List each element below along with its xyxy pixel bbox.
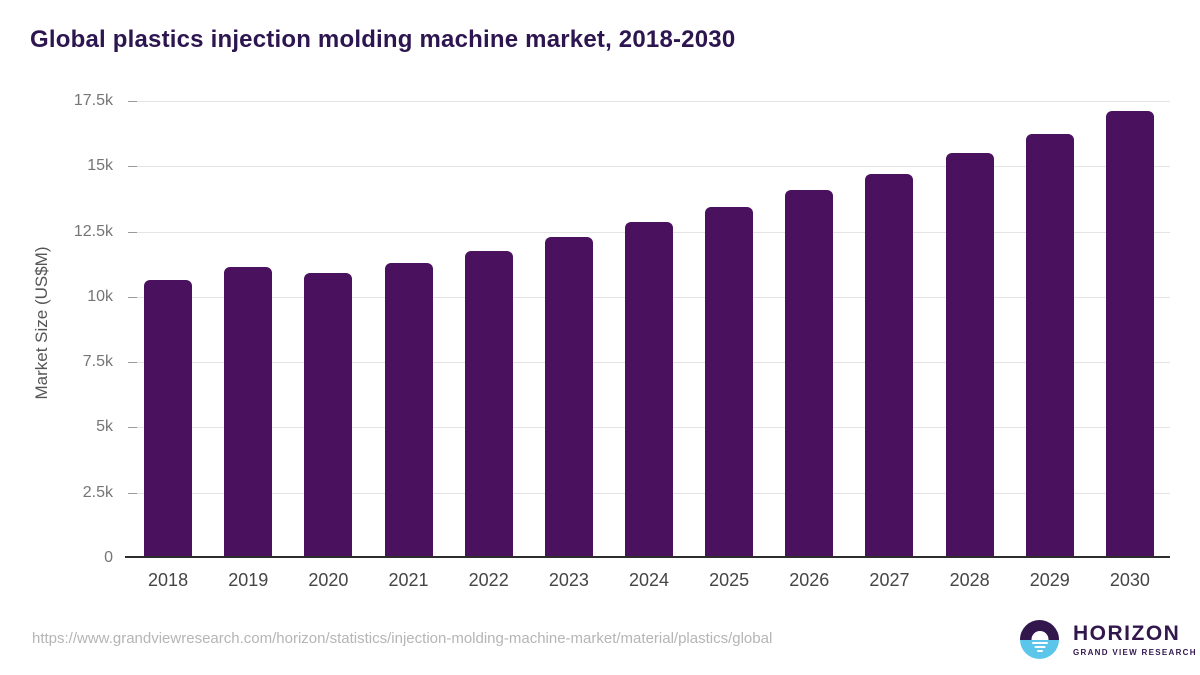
y-axis-tick-labels: 0 2.5k 5k 7.5k 10k 12.5k 15k 17.5k: [0, 0, 113, 600]
logo-title: HORIZON: [1073, 621, 1181, 645]
horizon-sun-icon: [1020, 620, 1059, 659]
x-tick-label-2023: 2023: [548, 570, 589, 590]
x-tick-label-2018: 2018: [148, 570, 189, 590]
x-tick-label-2025: 2025: [709, 570, 750, 590]
source-url: https://www.grandviewresearch.com/horizo…: [32, 630, 773, 647]
y-tick-mark: [128, 296, 137, 298]
logo-sun-reflection-line: [1034, 646, 1045, 648]
y-tick-label-0: 0: [104, 549, 113, 566]
bar-2030[interactable]: [1105, 111, 1154, 558]
y-tick-mark: [128, 101, 137, 102]
logo-sun-reflection-line: [1031, 642, 1048, 644]
logo-circle-top-half: [1020, 620, 1059, 640]
bar-2023[interactable]: [544, 236, 593, 558]
y-tick-label-12.5k: 12.5k: [73, 222, 113, 240]
x-axis-line: [125, 556, 1170, 558]
bar-2022[interactable]: [464, 251, 513, 558]
chart-plot-area: [128, 101, 1170, 558]
x-tick-label-2021: 2021: [388, 570, 429, 590]
chart-title: Global plastics injection molding machin…: [30, 26, 736, 53]
y-tick-mark: [128, 231, 137, 233]
bar-2021[interactable]: [384, 262, 433, 558]
gridline-15k: [128, 166, 1170, 168]
logo-subtitle: GRAND VIEW RESEARCH: [1073, 647, 1197, 657]
bar-2027[interactable]: [865, 174, 914, 558]
x-tick-label-2027: 2027: [869, 570, 910, 590]
y-tick-label-7.5k: 7.5k: [82, 353, 113, 371]
bar-2020[interactable]: [304, 273, 353, 558]
gridline-17.5k: [128, 101, 1170, 102]
bar-2029[interactable]: [1025, 133, 1074, 558]
bar-2025[interactable]: [705, 206, 754, 558]
y-tick-label-5k: 5k: [96, 418, 113, 436]
x-tick-label-2022: 2022: [468, 570, 509, 590]
logo-text: HORIZON GRAND VIEW RESEARCH: [1073, 623, 1197, 657]
x-tick-label-2020: 2020: [308, 570, 349, 590]
x-axis-tick-labels: 2018 2019 2020 2021 2022 2023 2024 2025 2026 2027…: [128, 570, 1170, 594]
y-tick-label-17.5k: 17.5k: [73, 92, 113, 109]
y-tick-label-2.5k: 2.5k: [82, 483, 113, 501]
logo-sun-reflection-line: [1036, 650, 1043, 652]
bar-2024[interactable]: [625, 222, 673, 558]
bar-2028[interactable]: [945, 153, 994, 558]
horizon-logo: HORIZON GRAND VIEW RESEARCH: [1020, 620, 1197, 659]
y-tick-mark: [128, 492, 137, 494]
x-tick-label-2029: 2029: [1029, 570, 1070, 590]
x-tick-label-2028: 2028: [949, 570, 990, 590]
x-tick-label-2030: 2030: [1109, 570, 1150, 590]
x-tick-label-2019: 2019: [228, 570, 269, 590]
bar-2026[interactable]: [785, 189, 834, 558]
bar-2019[interactable]: [224, 266, 273, 558]
y-tick-mark: [128, 427, 137, 429]
y-tick-label-10k: 10k: [87, 287, 113, 305]
bar-2018[interactable]: [144, 279, 193, 558]
y-tick-mark: [128, 362, 137, 364]
logo-sun-dome: [1031, 630, 1048, 640]
y-tick-label-15k: 15k: [87, 157, 113, 175]
x-tick-label-2026: 2026: [789, 570, 830, 590]
logo-circle-bottom-half: [1020, 639, 1059, 659]
x-tick-label-2024: 2024: [628, 570, 670, 590]
y-tick-mark: [128, 166, 137, 168]
